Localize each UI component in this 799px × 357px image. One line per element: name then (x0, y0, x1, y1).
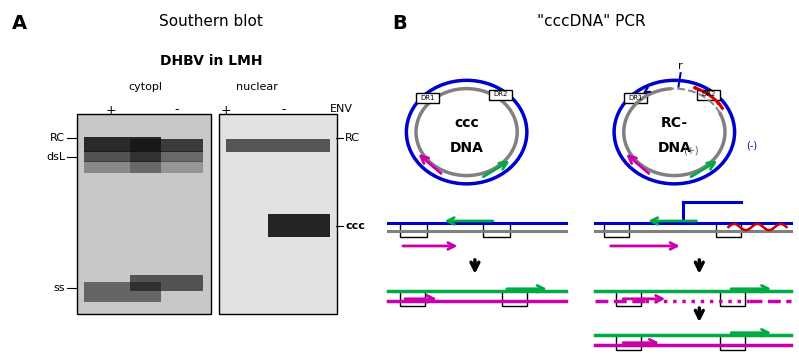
FancyBboxPatch shape (85, 282, 161, 302)
FancyBboxPatch shape (130, 161, 203, 173)
FancyBboxPatch shape (489, 90, 512, 100)
FancyBboxPatch shape (623, 94, 647, 104)
Text: DNA: DNA (450, 141, 483, 155)
FancyBboxPatch shape (130, 139, 203, 152)
Text: (-): (-) (745, 140, 757, 150)
Text: ENV: ENV (330, 104, 353, 114)
FancyBboxPatch shape (616, 291, 641, 306)
Text: +: + (221, 104, 232, 116)
Text: r: r (678, 61, 683, 71)
FancyBboxPatch shape (400, 291, 425, 306)
FancyBboxPatch shape (130, 151, 203, 162)
Text: ccc: ccc (455, 116, 479, 130)
FancyBboxPatch shape (77, 114, 211, 314)
FancyBboxPatch shape (85, 151, 161, 162)
Text: Southern blot: Southern blot (159, 14, 263, 29)
FancyBboxPatch shape (720, 335, 745, 350)
Text: RC: RC (50, 133, 66, 143)
Text: DR1: DR1 (420, 95, 435, 101)
Text: -: - (174, 104, 179, 116)
Text: nuclear: nuclear (236, 82, 278, 92)
FancyBboxPatch shape (483, 223, 511, 237)
FancyBboxPatch shape (85, 161, 161, 173)
FancyBboxPatch shape (130, 275, 203, 291)
Text: B: B (392, 14, 407, 33)
FancyBboxPatch shape (226, 139, 330, 152)
FancyBboxPatch shape (604, 223, 629, 237)
Text: DR2: DR2 (702, 91, 716, 97)
Text: ss: ss (54, 283, 66, 293)
Text: A: A (11, 14, 26, 33)
FancyBboxPatch shape (415, 94, 439, 104)
Text: DHBV in LMH: DHBV in LMH (160, 54, 262, 67)
Text: +: + (106, 104, 117, 116)
FancyBboxPatch shape (85, 137, 161, 152)
Text: DNA: DNA (658, 141, 691, 155)
Text: cytopl: cytopl (129, 82, 163, 92)
Text: -: - (281, 104, 286, 116)
FancyBboxPatch shape (400, 223, 427, 237)
Text: RC: RC (345, 133, 360, 143)
Text: "cccDNA" PCR: "cccDNA" PCR (537, 14, 646, 29)
FancyBboxPatch shape (697, 90, 720, 100)
FancyBboxPatch shape (219, 114, 337, 314)
FancyBboxPatch shape (716, 223, 741, 237)
Text: ccc: ccc (345, 221, 365, 231)
FancyBboxPatch shape (502, 291, 527, 306)
Text: dsL: dsL (46, 152, 66, 162)
FancyBboxPatch shape (268, 214, 330, 237)
FancyBboxPatch shape (616, 335, 641, 350)
Text: (+): (+) (683, 145, 699, 155)
Text: DR1: DR1 (628, 95, 642, 101)
FancyBboxPatch shape (720, 291, 745, 306)
Text: RC-: RC- (661, 116, 688, 130)
Text: DR2: DR2 (494, 91, 508, 97)
